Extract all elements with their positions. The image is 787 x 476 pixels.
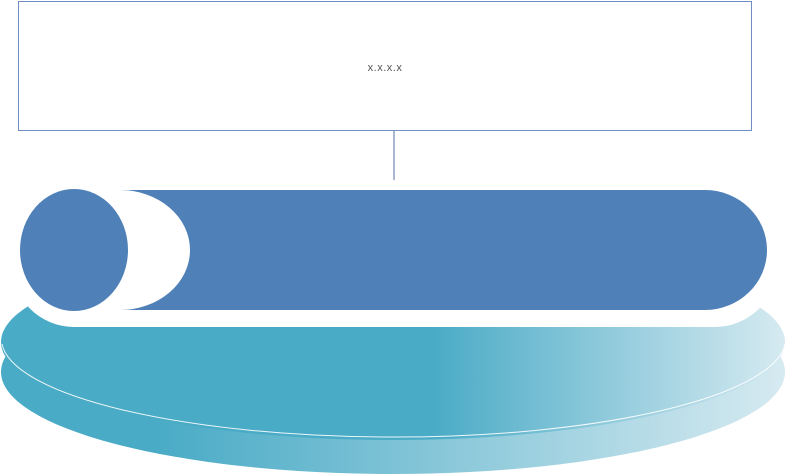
callout-text: x.x.x.x — [367, 62, 403, 74]
callout-box: x.x.x.x — [18, 1, 752, 131]
pill-circle — [20, 189, 128, 311]
pill-body — [120, 190, 767, 310]
platform-rim — [1, 343, 786, 438]
